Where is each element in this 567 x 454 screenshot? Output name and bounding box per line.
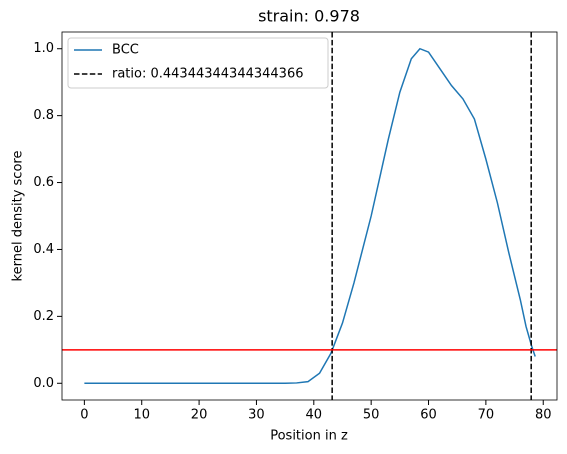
- x-tick-label: 50: [363, 408, 380, 423]
- x-tick-label: 70: [478, 408, 495, 423]
- axes-frame: [61, 31, 558, 401]
- legend-label: ratio: 0.44344344344344366: [112, 67, 304, 82]
- y-tick-label: 0.4: [33, 242, 54, 257]
- y-tick-label: 0.2: [33, 309, 54, 324]
- x-tick-label: 10: [133, 408, 150, 423]
- x-tick-label: 40: [306, 408, 323, 423]
- y-tick-label: 0.6: [33, 175, 54, 190]
- x-tick-label: 80: [535, 408, 552, 423]
- line-series: [84, 47, 536, 385]
- y-tick-label: 0.0: [33, 376, 54, 391]
- x-tick-label: 30: [248, 408, 265, 423]
- legend-box: [67, 37, 329, 89]
- x-axis-label: Position in z: [270, 429, 348, 444]
- x-tick-label: 20: [191, 408, 208, 423]
- legend-label: BCC: [112, 43, 139, 58]
- y-tick-label: 0.8: [33, 108, 54, 123]
- x-tick-label: 0: [80, 408, 88, 423]
- y-axis-label: kernel density score: [11, 151, 26, 282]
- y-tick-label: 1.0: [33, 41, 54, 56]
- x-tick-label: 60: [420, 408, 437, 423]
- chart-title: strain: 0.978: [258, 7, 360, 26]
